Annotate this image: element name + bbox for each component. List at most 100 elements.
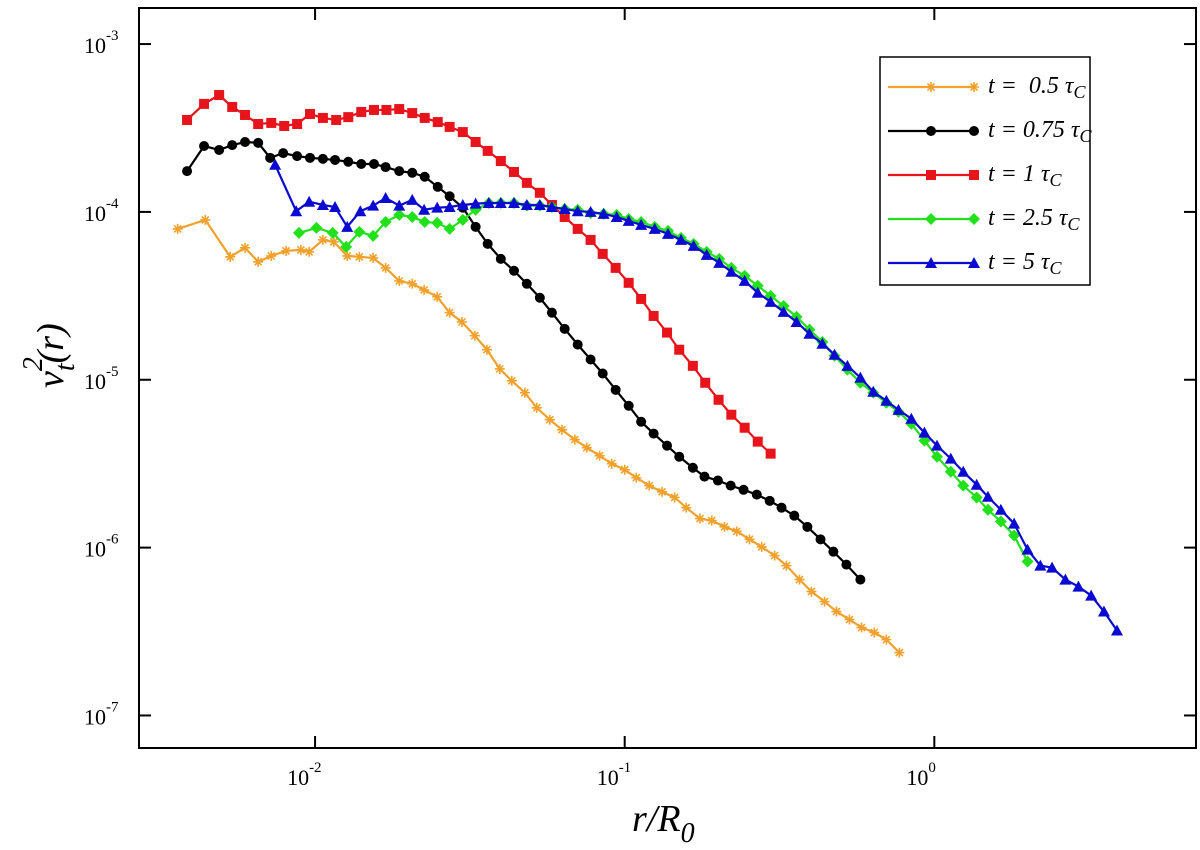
y-axis-label: v2t(r) bbox=[18, 323, 81, 388]
data-point bbox=[894, 647, 905, 658]
data-point bbox=[443, 200, 456, 212]
y-tick-label: 10-6 bbox=[84, 532, 119, 562]
legend-name-sub: C bbox=[1073, 82, 1086, 102]
data-point bbox=[225, 251, 236, 262]
data-point bbox=[227, 140, 238, 151]
legend-marker bbox=[926, 82, 936, 92]
y-label-sub: t bbox=[50, 362, 81, 371]
legend-name: t = 0.5 τ bbox=[988, 73, 1075, 99]
data-point bbox=[844, 614, 855, 625]
data-point bbox=[674, 451, 685, 462]
data-point bbox=[200, 214, 211, 225]
data-point bbox=[544, 414, 555, 425]
legend-marker bbox=[925, 213, 937, 225]
data-point bbox=[751, 489, 762, 500]
data-point bbox=[469, 330, 480, 341]
legend-marker bbox=[969, 126, 979, 136]
data-point bbox=[744, 534, 755, 545]
data-point bbox=[594, 450, 605, 461]
data-point bbox=[657, 486, 668, 497]
data-point bbox=[240, 109, 251, 120]
data-point bbox=[367, 229, 380, 242]
data-point bbox=[407, 278, 418, 289]
data-point bbox=[764, 495, 775, 506]
data-point bbox=[674, 344, 685, 355]
data-point bbox=[406, 210, 419, 223]
y-tick-exponent: -4 bbox=[106, 196, 119, 212]
data-point bbox=[240, 136, 251, 147]
data-point bbox=[699, 471, 710, 482]
data-point bbox=[970, 491, 983, 504]
data-point bbox=[546, 307, 557, 318]
x-label-base: r/R bbox=[632, 798, 681, 840]
data-point bbox=[739, 422, 750, 433]
data-point bbox=[855, 574, 866, 585]
data-point bbox=[444, 191, 455, 202]
data-point bbox=[393, 208, 406, 221]
data-point bbox=[662, 227, 675, 239]
data-point bbox=[681, 502, 692, 513]
x-tick-label: 10-2 bbox=[287, 760, 322, 790]
data-point bbox=[406, 193, 419, 205]
legend-label: t = 1 τC bbox=[988, 161, 1062, 191]
data-point bbox=[725, 265, 738, 277]
data-point bbox=[776, 502, 787, 513]
data-point bbox=[831, 606, 842, 617]
data-point bbox=[394, 104, 405, 115]
data-point bbox=[407, 108, 418, 119]
data-point bbox=[569, 434, 580, 445]
x-tick-base: 10 bbox=[287, 765, 309, 790]
legend-label: t = 5 τC bbox=[988, 249, 1062, 279]
data-point bbox=[521, 278, 532, 289]
y-tick-exponent: -5 bbox=[106, 364, 119, 380]
data-point bbox=[419, 284, 430, 295]
y-tick-base: 10 bbox=[84, 705, 106, 730]
data-point bbox=[253, 119, 264, 130]
data-point bbox=[713, 394, 724, 405]
data-point bbox=[918, 426, 931, 438]
data-point bbox=[756, 541, 767, 552]
data-point bbox=[880, 394, 893, 406]
data-point bbox=[199, 98, 210, 109]
legend-marker bbox=[925, 257, 937, 268]
data-point bbox=[531, 402, 542, 413]
legend-name: t = 2.5 τ bbox=[988, 205, 1069, 231]
data-point bbox=[572, 223, 583, 234]
data-point bbox=[610, 210, 623, 222]
legend-name-sub: C bbox=[1067, 214, 1080, 234]
data-point bbox=[443, 222, 456, 235]
legend-name-sub: C bbox=[1049, 258, 1062, 278]
data-point bbox=[508, 265, 519, 276]
data-point bbox=[944, 465, 957, 478]
data-point bbox=[892, 403, 905, 415]
legend-marker bbox=[926, 170, 936, 180]
data-point bbox=[631, 472, 642, 483]
data-point bbox=[240, 242, 251, 253]
data-point bbox=[597, 248, 608, 259]
data-point bbox=[644, 480, 655, 491]
data-point bbox=[1034, 559, 1047, 571]
data-point bbox=[367, 199, 380, 211]
data-point bbox=[214, 90, 225, 101]
data-point bbox=[738, 274, 751, 286]
data-point bbox=[597, 368, 608, 379]
legend-label: t = 2.5 τC bbox=[988, 205, 1080, 235]
data-point bbox=[432, 117, 443, 128]
data-point bbox=[930, 450, 943, 463]
data-point bbox=[648, 428, 659, 439]
data-point bbox=[456, 198, 469, 210]
y-tick-exponent: -3 bbox=[106, 28, 119, 44]
data-point bbox=[622, 214, 635, 226]
data-point bbox=[456, 213, 469, 226]
data-point bbox=[905, 412, 918, 424]
data-point bbox=[700, 377, 711, 388]
y-tick-base: 10 bbox=[84, 201, 106, 226]
data-point bbox=[407, 167, 418, 178]
data-point bbox=[369, 158, 380, 169]
data-point bbox=[819, 596, 830, 607]
legend-name: t = 5 τ bbox=[988, 249, 1051, 275]
data-point bbox=[802, 521, 813, 532]
data-point bbox=[481, 344, 492, 355]
x-tick-label: 100 bbox=[906, 760, 936, 790]
